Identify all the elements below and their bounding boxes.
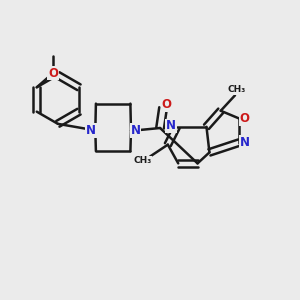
Text: O: O bbox=[48, 67, 58, 80]
Text: CH₃: CH₃ bbox=[227, 85, 246, 94]
Text: O: O bbox=[162, 98, 172, 111]
Text: N: N bbox=[86, 124, 96, 137]
Text: O: O bbox=[239, 112, 250, 125]
Text: N: N bbox=[239, 136, 250, 149]
Text: N: N bbox=[166, 119, 176, 132]
Text: N: N bbox=[130, 124, 140, 137]
Text: CH₃: CH₃ bbox=[134, 157, 152, 166]
